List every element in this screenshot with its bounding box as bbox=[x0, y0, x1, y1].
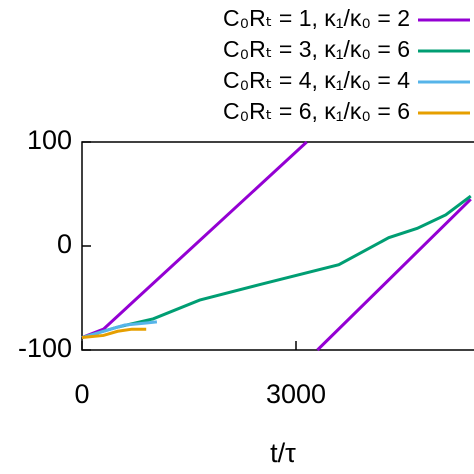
x-tick-label: 3000 bbox=[266, 379, 326, 409]
x-tick-label: 0 bbox=[74, 379, 89, 409]
y-tick-label: 0 bbox=[57, 229, 72, 259]
legend-label: C₀Rₜ = 6, κ₁/κ₀ = 6 bbox=[223, 98, 410, 124]
series-line bbox=[81, 320, 158, 339]
y-tick-label: -100 bbox=[18, 333, 72, 363]
legend-label: C₀Rₜ = 4, κ₁/κ₀ = 4 bbox=[223, 67, 410, 93]
x-axis-label: t/τ bbox=[270, 438, 296, 468]
legend-label: C₀Rₜ = 1, κ₁/κ₀ = 2 bbox=[223, 5, 410, 31]
legend-label: C₀Rₜ = 3, κ₁/κ₀ = 6 bbox=[223, 36, 410, 62]
series-line bbox=[81, 140, 472, 352]
y-tick-label: 100 bbox=[27, 125, 72, 155]
series-line bbox=[81, 327, 147, 340]
plot-frame bbox=[81, 141, 474, 351]
series-line bbox=[81, 194, 472, 339]
